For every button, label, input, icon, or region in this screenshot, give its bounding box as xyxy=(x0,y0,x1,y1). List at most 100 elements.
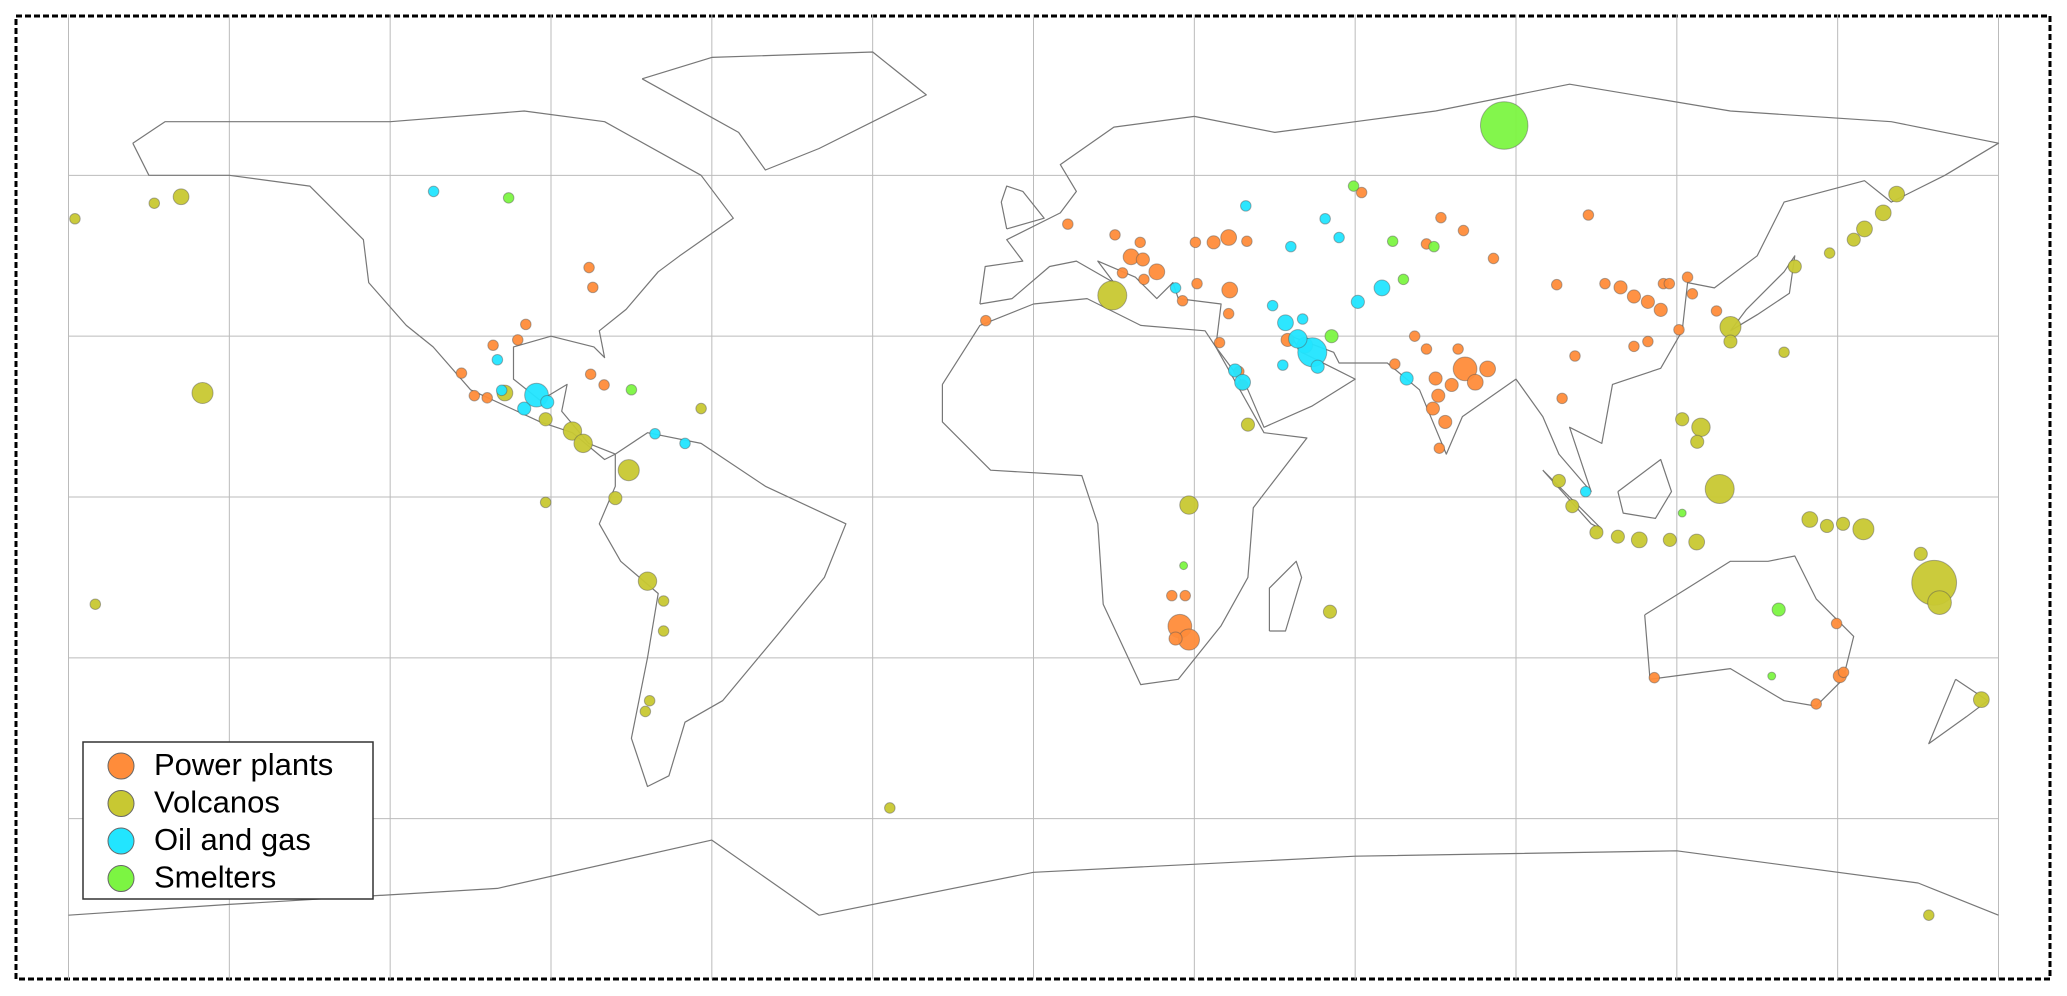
source-point xyxy=(1213,336,1226,349)
source-point xyxy=(511,334,524,346)
coastline xyxy=(1000,185,1045,230)
coastline xyxy=(1644,555,1855,707)
source-point xyxy=(1189,236,1202,249)
source-point xyxy=(491,353,504,366)
source-point xyxy=(1688,533,1706,551)
source-point xyxy=(455,367,468,379)
source-point xyxy=(495,384,508,397)
source-point xyxy=(1241,235,1253,248)
source-point xyxy=(1628,340,1640,353)
source-point xyxy=(1148,263,1166,281)
source-point xyxy=(1179,495,1199,515)
source-point xyxy=(1927,590,1952,615)
source-point xyxy=(695,402,707,415)
source-point xyxy=(1648,671,1661,684)
source-point xyxy=(562,421,583,441)
source-point xyxy=(1690,434,1705,449)
coastline xyxy=(1729,255,1796,332)
source-point xyxy=(1640,294,1655,309)
source-point xyxy=(1420,343,1433,355)
source-point xyxy=(1169,282,1182,294)
source-point xyxy=(1397,273,1410,286)
source-point xyxy=(1767,671,1777,681)
source-point xyxy=(1677,508,1687,518)
source-point xyxy=(1266,299,1279,312)
coastline xyxy=(941,298,1308,686)
source-point xyxy=(1551,473,1566,489)
source-point xyxy=(1322,604,1338,619)
source-point xyxy=(1487,252,1500,265)
source-point xyxy=(1810,698,1822,710)
legend-marker xyxy=(107,752,135,780)
source-point xyxy=(1296,313,1309,325)
source-point xyxy=(1134,236,1146,249)
legend-marker xyxy=(107,827,135,855)
source-point xyxy=(520,318,532,331)
graticule xyxy=(68,14,1999,980)
source-point xyxy=(1176,295,1189,307)
source-point xyxy=(587,281,599,294)
source-point xyxy=(1589,525,1604,540)
source-point xyxy=(1240,200,1252,212)
source-point xyxy=(502,192,515,204)
source-point xyxy=(1166,589,1178,602)
source-point xyxy=(1227,363,1243,378)
source-point xyxy=(657,595,670,607)
source-point xyxy=(1569,350,1581,362)
source-point xyxy=(598,379,610,391)
source-point xyxy=(1479,101,1529,150)
source-point xyxy=(1135,252,1150,267)
source-point xyxy=(468,389,481,402)
source-point xyxy=(1347,180,1360,192)
source-point xyxy=(1425,401,1440,416)
source-point xyxy=(1288,329,1308,349)
source-point xyxy=(191,381,214,405)
source-point xyxy=(1662,532,1677,547)
source-point xyxy=(540,395,555,410)
source-point xyxy=(584,368,597,381)
source-point xyxy=(1610,529,1625,544)
source-point xyxy=(1444,377,1459,393)
source-point xyxy=(1675,412,1690,427)
coastline xyxy=(598,432,847,788)
source-point xyxy=(1556,392,1568,405)
source-point xyxy=(1913,546,1928,561)
source-point xyxy=(1642,335,1654,348)
source-point xyxy=(1923,909,1935,921)
source-point xyxy=(1830,617,1843,630)
source-point xyxy=(608,490,623,506)
source-point xyxy=(1704,473,1735,504)
source-point xyxy=(1599,277,1611,290)
coastline xyxy=(979,83,2000,493)
source-point xyxy=(643,694,656,707)
source-point xyxy=(1222,307,1235,320)
source-point xyxy=(679,437,691,450)
source-point xyxy=(1220,229,1238,246)
source-point xyxy=(1888,185,1906,203)
source-point xyxy=(1653,302,1668,317)
source-point xyxy=(481,392,493,404)
source-point xyxy=(517,401,532,416)
source-point xyxy=(980,314,992,327)
source-point xyxy=(538,412,553,427)
source-point xyxy=(1285,240,1297,253)
source-point xyxy=(573,433,593,454)
sources xyxy=(69,101,1990,921)
source-point xyxy=(1240,417,1256,432)
legend-marker xyxy=(107,790,135,817)
source-point xyxy=(1310,359,1325,374)
source-point xyxy=(1324,329,1339,344)
coastline xyxy=(1617,458,1673,519)
source-point xyxy=(1550,278,1563,291)
coastline xyxy=(1268,560,1303,632)
source-point xyxy=(148,197,161,209)
source-point xyxy=(1837,666,1850,679)
source-point xyxy=(649,427,661,440)
source-point xyxy=(1801,511,1819,528)
source-point xyxy=(1355,186,1368,199)
source-point xyxy=(1452,343,1464,355)
source-point xyxy=(1438,414,1453,430)
source-point xyxy=(1062,218,1074,230)
source-point xyxy=(625,384,638,396)
